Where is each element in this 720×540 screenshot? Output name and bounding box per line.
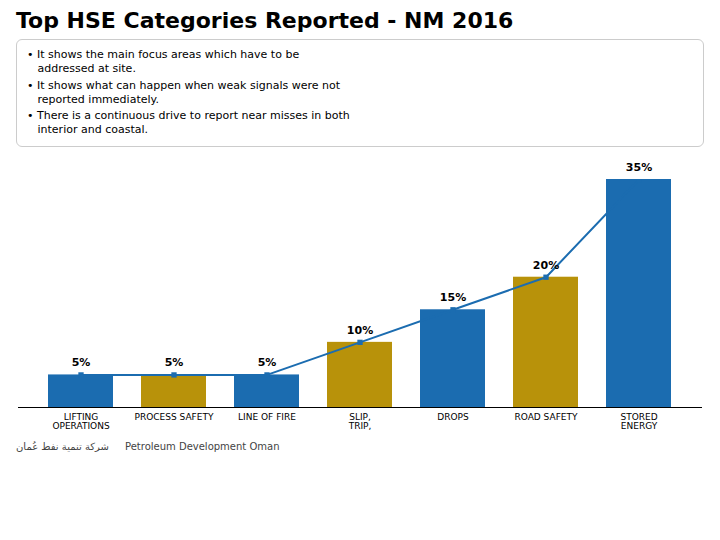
html-text:• There is a continuous drive: • There is a continuous drive to report … <box>27 109 350 137</box>
svg-text:5%: 5% <box>72 356 91 369</box>
svg-text:15%: 15% <box>440 291 466 304</box>
html-text:Petroleum Development Oman: Petroleum Development Oman <box>125 440 280 452</box>
svg-text:20%: 20% <box>533 259 559 272</box>
svg-text:LINE OF FIRE: LINE OF FIRE <box>238 412 296 422</box>
html-text:• It shows what can happen whe: • It shows what can happen when weak sig… <box>27 78 341 106</box>
html-text:• It shows the main focus area: • It shows the main focus areas which ha… <box>27 48 300 76</box>
svg-text:DROPS: DROPS <box>437 412 469 422</box>
svg-text:35%: 35% <box>626 161 652 174</box>
svg-text:5%: 5% <box>258 356 277 369</box>
svg-text:10%: 10% <box>347 324 373 337</box>
svg-text:STOREDENERGY: STOREDENERGY <box>620 412 657 431</box>
svg-text:5%: 5% <box>165 356 184 369</box>
svg-text:LIFTINGOPERATIONS: LIFTINGOPERATIONS <box>52 412 110 431</box>
svg-text:SLIP,TRIP,: SLIP,TRIP, <box>348 412 372 431</box>
svg-text:PROCESS SAFETY: PROCESS SAFETY <box>135 412 214 422</box>
svg-text:ROAD SAFETY: ROAD SAFETY <box>514 412 578 422</box>
html-text:شركة تنمية نفط عُمان: شركة تنمية نفط عُمان <box>16 440 109 452</box>
html-text:Top HSE Categories Reported -: Top HSE Categories Reported - NM 2016 <box>16 8 514 33</box>
